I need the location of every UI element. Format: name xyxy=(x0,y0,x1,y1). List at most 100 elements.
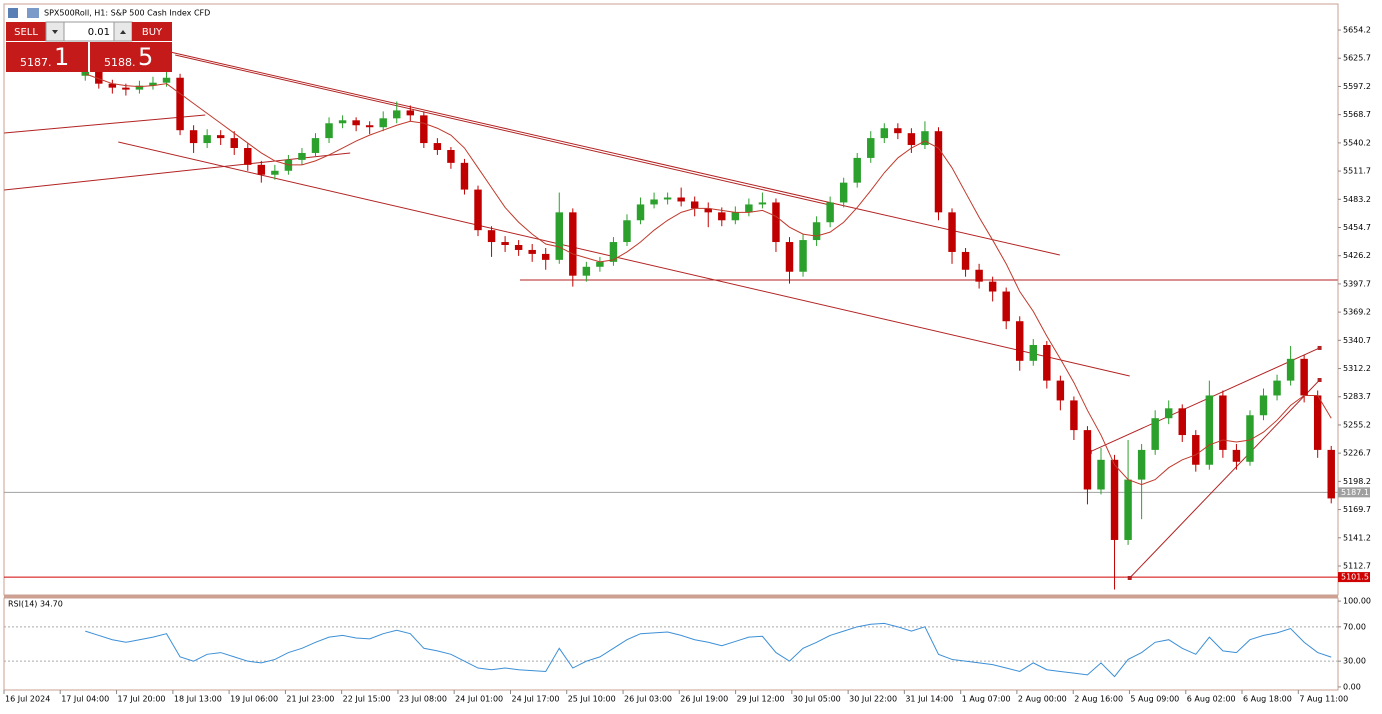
y-tick-label: 100.00 xyxy=(1343,597,1371,606)
trendline xyxy=(175,54,830,206)
sell-label[interactable]: SELL xyxy=(14,27,38,38)
candle-body xyxy=(569,212,577,276)
x-tick-label: 7 Aug 11:00 xyxy=(1299,695,1348,704)
sell-price-box[interactable] xyxy=(6,42,88,72)
trendline xyxy=(4,152,351,191)
sell-button[interactable] xyxy=(6,22,46,41)
y-tick-label: 5511.7 xyxy=(1343,167,1371,176)
candle-body xyxy=(514,245,523,250)
x-tick-label: 23 Jul 08:00 xyxy=(399,695,447,704)
candle-body xyxy=(704,208,712,213)
candle-body xyxy=(731,212,740,221)
x-tick-label: 31 Jul 14:00 xyxy=(905,695,953,704)
candle-body xyxy=(542,253,550,260)
rsi-title: RSI(14) 34.70 xyxy=(8,600,63,609)
candle-body xyxy=(1110,459,1119,540)
y-tick-label: 5198.2 xyxy=(1343,477,1371,486)
y-tick-label: 70.00 xyxy=(1343,622,1366,631)
x-tick-label: 6 Aug 02:00 xyxy=(1187,695,1236,704)
x-tick-label: 26 Jul 19:00 xyxy=(680,695,728,704)
candle-body xyxy=(1151,418,1159,450)
x-tick-label: 18 Jul 13:00 xyxy=(174,695,222,704)
y-tick-label: 5226.7 xyxy=(1343,449,1371,458)
candle-body xyxy=(230,138,238,149)
buy-pips: 5 xyxy=(138,43,153,71)
trendline-anchor xyxy=(1317,378,1322,383)
buy-price-box[interactable] xyxy=(90,42,172,72)
trade-panel: SELL 0.01 BUY 5187. 1 5188. 5 xyxy=(6,21,172,72)
x-tick-label: 24 Jul 01:00 xyxy=(455,695,503,704)
icon xyxy=(27,8,39,18)
candle-body xyxy=(758,202,767,205)
candle-body xyxy=(1313,395,1322,450)
candle-body xyxy=(690,201,699,209)
candle-body xyxy=(948,212,956,252)
candle-body xyxy=(812,222,821,241)
y-tick-label: 5283.7 xyxy=(1343,392,1371,401)
candle-body xyxy=(298,152,306,160)
candle-body xyxy=(257,164,266,175)
x-tick-label: 17 Jul 20:00 xyxy=(118,695,166,704)
candle-body xyxy=(894,128,902,134)
x-tick-label: 26 Jul 03:00 xyxy=(624,695,672,704)
moving-average xyxy=(85,73,1332,486)
candle-body xyxy=(975,269,983,282)
symbol-icons xyxy=(8,8,39,18)
candle-body xyxy=(528,249,536,254)
y-tick-label: 5369.2 xyxy=(1343,308,1371,317)
candle-body xyxy=(988,281,997,292)
candle-body xyxy=(1273,380,1281,396)
sell-price: 5187. xyxy=(20,56,52,69)
x-tick-label: 21 Jul 23:00 xyxy=(286,695,334,704)
candle-body xyxy=(907,133,916,146)
candle-body xyxy=(108,83,117,88)
x-tick-label: 6 Aug 18:00 xyxy=(1243,695,1292,704)
candle-body xyxy=(1259,395,1268,416)
main-panel xyxy=(3,3,1339,596)
candle-body xyxy=(379,118,387,128)
symbol-title: SPX500Roll, H1: S&P 500 Cash Index CFD xyxy=(44,9,210,18)
candle-body xyxy=(1164,408,1173,419)
buy-button[interactable] xyxy=(132,22,172,41)
candle-body xyxy=(1043,344,1051,381)
candle-body xyxy=(1286,358,1295,381)
trendline xyxy=(4,114,206,134)
arrow-down xyxy=(52,30,58,34)
candle-body xyxy=(487,230,496,243)
candle-body xyxy=(1192,435,1200,465)
candle-body xyxy=(1056,380,1065,401)
x-tick-label: 2 Aug 00:00 xyxy=(1018,695,1067,704)
candle-body xyxy=(718,212,726,221)
icon xyxy=(8,8,18,18)
candle-body xyxy=(1070,400,1078,431)
candle-body xyxy=(149,82,157,86)
candle-body xyxy=(352,120,360,126)
y-tick-label: 5397.7 xyxy=(1343,279,1371,288)
x-tick-label: 1 Aug 07:00 xyxy=(962,695,1011,704)
x-tick-label: 22 Jul 15:00 xyxy=(343,695,391,704)
candle-body xyxy=(365,125,374,128)
candle-body xyxy=(122,87,130,90)
candle-body xyxy=(447,149,455,163)
candle-body xyxy=(474,189,482,231)
y-tick-label: 5169.7 xyxy=(1343,505,1371,514)
candle-body xyxy=(393,110,401,119)
candle-body xyxy=(1300,358,1308,396)
candle-body xyxy=(162,77,171,83)
buy-label[interactable]: BUY xyxy=(142,27,163,38)
volume-value: 0.01 xyxy=(88,27,110,38)
candle-body xyxy=(1205,395,1214,465)
y-tick-label: 30.00 xyxy=(1343,657,1366,666)
trendline xyxy=(118,141,1130,377)
candle-body xyxy=(867,138,875,158)
trendline-anchor xyxy=(1127,575,1132,580)
candle-body xyxy=(785,242,794,272)
candle-body xyxy=(1124,479,1132,540)
candle-body xyxy=(203,135,211,144)
candle-body xyxy=(853,157,861,183)
candle-body xyxy=(406,110,415,116)
candle-body xyxy=(338,120,347,124)
x-tick-label: 29 Jul 12:00 xyxy=(737,695,785,704)
